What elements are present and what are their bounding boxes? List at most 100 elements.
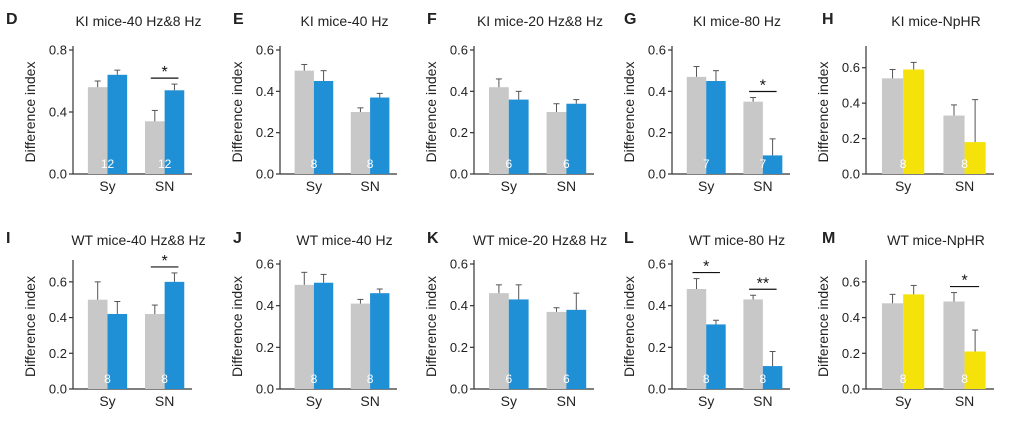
bar-g-sn-control xyxy=(743,101,763,174)
significance-star-g-sn: * xyxy=(760,78,766,95)
y-axis-label-j: Difference index xyxy=(229,276,245,377)
bar-m-sy-stimulated xyxy=(903,294,925,389)
y-tick-label-h: 0.6 xyxy=(842,60,860,75)
bar-m-sn-stimulated xyxy=(964,351,986,389)
panel-title-e: KI mice-40 Hz xyxy=(301,13,389,29)
n-count-e-sn: 8 xyxy=(367,157,374,171)
y-tick-label-d: 0.4 xyxy=(49,105,67,120)
y-axis-label-d: Difference index xyxy=(22,62,38,163)
x-tick-label-e-sn: SN xyxy=(360,178,379,194)
x-tick-label-k-sn: SN xyxy=(557,393,576,409)
bar-j-sy-control xyxy=(294,284,314,389)
y-tick-label-l: 0.4 xyxy=(648,298,666,313)
y-tick-label-h: 0.0 xyxy=(842,167,860,182)
y-tick-label-l: 0.0 xyxy=(648,382,666,397)
n-count-e-sy: 8 xyxy=(311,157,318,171)
y-axis-label-g: Difference index xyxy=(621,62,637,163)
y-axis-label-f: Difference index xyxy=(423,62,439,163)
x-tick-label-i-sn: SN xyxy=(155,393,174,409)
bar-i-sy-control xyxy=(87,299,108,389)
x-tick-label-h-sy: Sy xyxy=(895,178,911,194)
bar-f-sy-control xyxy=(489,87,509,174)
bar-k-sn-stimulated xyxy=(566,309,587,389)
y-tick-label-h: 0.2 xyxy=(842,131,860,146)
x-tick-label-f-sy: Sy xyxy=(501,178,517,194)
y-axis-label-l: Difference index xyxy=(621,276,637,377)
x-tick-label-k-sy: Sy xyxy=(501,393,517,409)
bar-k-sn-control xyxy=(546,311,567,389)
bar-h-sn-stimulated xyxy=(964,142,986,174)
bar-h-sy-control xyxy=(882,78,904,174)
y-axis-label-m: Difference index xyxy=(815,276,831,377)
bar-i-sy-stimulated xyxy=(107,314,128,389)
n-count-k-sy: 6 xyxy=(505,372,512,386)
y-tick-label-i: 0.2 xyxy=(49,346,67,361)
y-tick-label-i: 0.4 xyxy=(49,310,67,325)
y-axis-label-h: Difference index xyxy=(815,62,831,163)
n-count-f-sn: 6 xyxy=(563,157,570,171)
n-count-i-sy: 8 xyxy=(104,372,111,386)
x-tick-label-g-sn: SN xyxy=(753,178,772,194)
y-tick-label-d: 0.8 xyxy=(49,43,67,58)
x-tick-label-l-sn: SN xyxy=(753,393,772,409)
x-tick-label-d-sy: Sy xyxy=(99,178,115,194)
x-tick-label-m-sn: SN xyxy=(955,393,974,409)
bar-e-sn-stimulated xyxy=(370,97,390,174)
bar-d-sn-stimulated xyxy=(164,90,185,174)
panel-title-f: KI mice-20 Hz&8 Hz xyxy=(477,13,603,29)
n-count-i-sn: 8 xyxy=(161,372,168,386)
panel-title-m: WT mice-NpHR xyxy=(887,232,985,248)
significance-star-i-sn: * xyxy=(162,253,168,270)
bar-e-sy-control xyxy=(294,70,314,174)
panel-letter-g: G xyxy=(624,11,636,28)
y-tick-label-m: 0.2 xyxy=(842,346,860,361)
n-count-d-sy: 12 xyxy=(101,157,115,171)
panel-letter-l: L xyxy=(624,230,634,247)
y-tick-label-f: 0.0 xyxy=(450,167,468,182)
panel-letter-h: H xyxy=(822,11,834,28)
panel-letter-m: M xyxy=(822,230,835,247)
bar-m-sn-control xyxy=(943,301,965,389)
panel-letter-k: K xyxy=(427,230,439,247)
panel-title-d: KI mice-40 Hz&8 Hz xyxy=(75,13,201,29)
y-tick-label-i: 0.0 xyxy=(49,382,67,397)
n-count-l-sy: 8 xyxy=(703,372,710,386)
x-tick-label-f-sn: SN xyxy=(557,178,576,194)
panel-letter-i: I xyxy=(6,230,10,247)
y-tick-label-e: 0.6 xyxy=(256,43,274,58)
y-tick-label-j: 0.0 xyxy=(256,382,274,397)
bar-l-sn-stimulated xyxy=(762,366,783,389)
x-tick-label-h-sn: SN xyxy=(955,178,974,194)
y-axis-label-i: Difference index xyxy=(22,276,38,377)
y-tick-label-f: 0.4 xyxy=(450,84,468,99)
y-tick-label-g: 0.0 xyxy=(648,167,666,182)
y-tick-label-e: 0.4 xyxy=(256,84,274,99)
panel-title-l: WT mice-80 Hz xyxy=(689,232,785,248)
panel-title-h: KI mice-NpHR xyxy=(891,13,980,29)
bar-i-sn-control xyxy=(144,314,165,389)
panel-title-j: WT mice-40 Hz xyxy=(296,232,392,248)
panel-title-g: KI mice-80 Hz xyxy=(693,13,781,29)
bar-f-sn-stimulated xyxy=(566,103,587,174)
n-count-f-sy: 6 xyxy=(505,157,512,171)
bar-l-sy-control xyxy=(686,289,707,389)
n-count-j-sn: 8 xyxy=(367,372,374,386)
bar-e-sy-stimulated xyxy=(313,81,334,174)
y-tick-label-k: 0.2 xyxy=(450,340,468,355)
y-tick-label-h: 0.4 xyxy=(842,96,860,111)
panel-title-k: WT mice-20 Hz&8 Hz xyxy=(473,232,607,248)
y-tick-label-g: 0.4 xyxy=(648,84,666,99)
bar-f-sy-stimulated xyxy=(508,99,529,174)
y-tick-label-j: 0.2 xyxy=(256,340,274,355)
n-count-m-sn: 8 xyxy=(961,372,968,386)
y-tick-label-g: 0.6 xyxy=(648,43,666,58)
bar-d-sy-stimulated xyxy=(107,74,128,174)
panel-letter-f: F xyxy=(427,11,437,28)
n-count-d-sn: 12 xyxy=(158,157,172,171)
n-count-g-sn: 7 xyxy=(760,157,767,171)
panel-letter-j: J xyxy=(233,230,242,247)
bar-m-sy-control xyxy=(882,303,904,389)
n-count-j-sy: 8 xyxy=(311,372,318,386)
panel-letter-e: E xyxy=(233,11,244,28)
y-tick-label-k: 0.4 xyxy=(450,298,468,313)
